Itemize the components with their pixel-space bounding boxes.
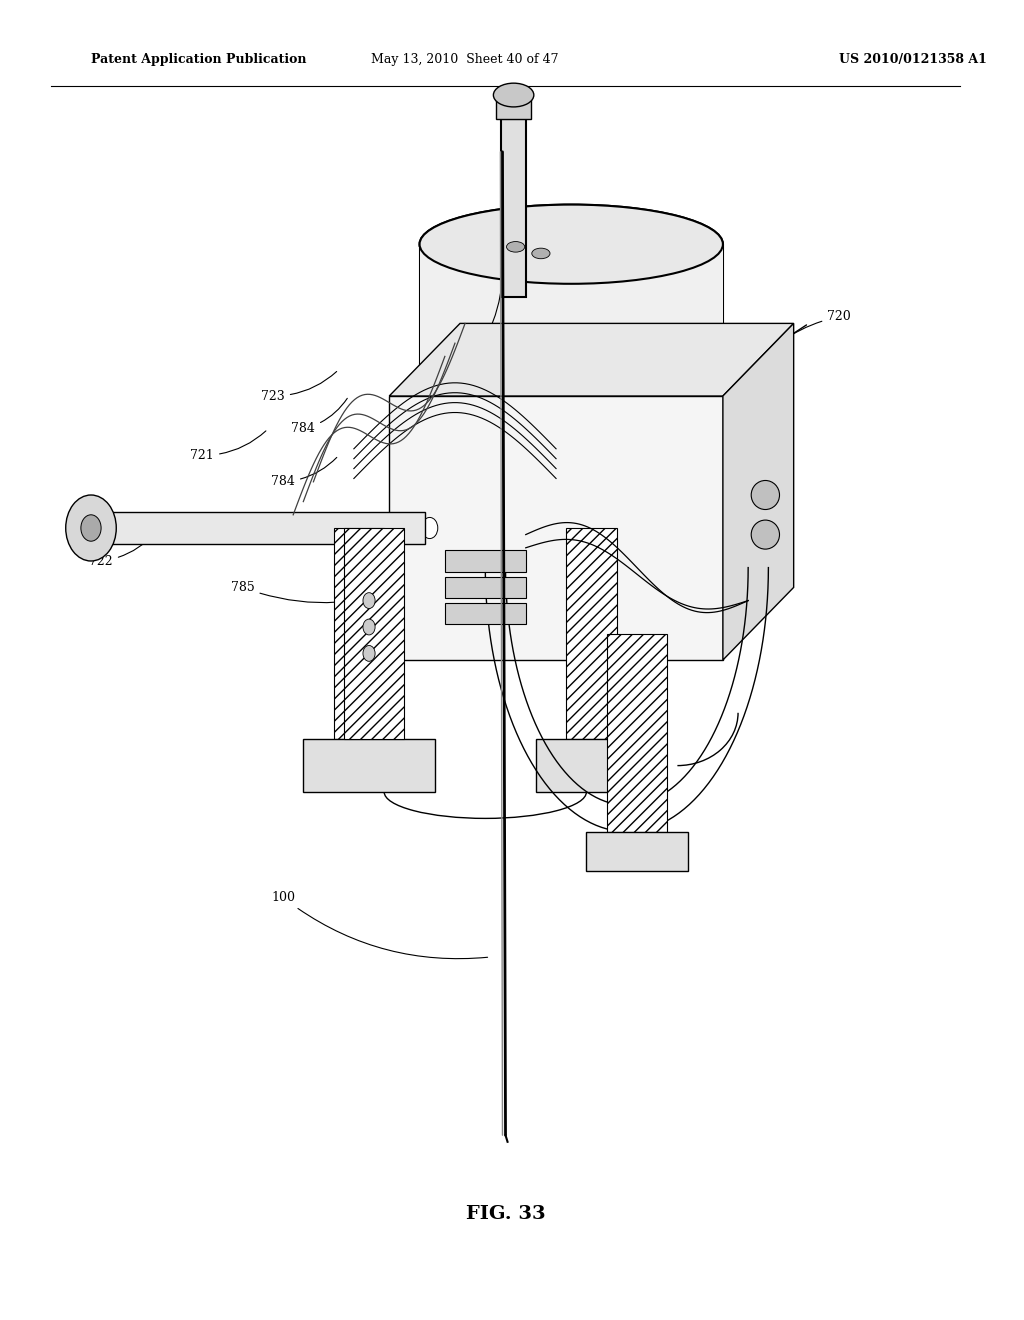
- Text: 785: 785: [230, 581, 412, 603]
- Polygon shape: [536, 739, 657, 792]
- Polygon shape: [303, 739, 435, 792]
- Polygon shape: [344, 528, 404, 739]
- Text: FIG. 33: FIG. 33: [466, 1205, 546, 1224]
- Text: May 13, 2010  Sheet 40 of 47: May 13, 2010 Sheet 40 of 47: [372, 53, 559, 66]
- Polygon shape: [389, 396, 723, 660]
- Circle shape: [362, 619, 375, 635]
- Text: 100: 100: [271, 891, 487, 958]
- Polygon shape: [444, 577, 525, 598]
- Ellipse shape: [420, 205, 723, 284]
- Text: 723: 723: [261, 371, 337, 403]
- Polygon shape: [420, 244, 723, 482]
- Text: 106: 106: [453, 253, 503, 376]
- Circle shape: [362, 645, 375, 661]
- Text: US 2010/0121358 A1: US 2010/0121358 A1: [839, 53, 987, 66]
- Ellipse shape: [531, 248, 550, 259]
- Text: 784: 784: [271, 458, 337, 488]
- Text: 784: 784: [292, 399, 347, 436]
- Polygon shape: [566, 528, 616, 739]
- Polygon shape: [496, 95, 531, 119]
- Circle shape: [66, 495, 117, 561]
- Polygon shape: [606, 634, 668, 832]
- Ellipse shape: [494, 83, 534, 107]
- Polygon shape: [587, 832, 687, 871]
- Polygon shape: [444, 603, 525, 624]
- Text: 720: 720: [750, 310, 851, 374]
- Ellipse shape: [752, 520, 779, 549]
- Text: Patent Application Publication: Patent Application Publication: [91, 53, 306, 66]
- Polygon shape: [444, 550, 525, 572]
- Ellipse shape: [752, 480, 779, 510]
- Text: 711: 711: [690, 488, 750, 515]
- Polygon shape: [389, 323, 794, 396]
- Circle shape: [362, 593, 375, 609]
- Circle shape: [422, 517, 438, 539]
- Text: 722: 722: [89, 533, 155, 568]
- Polygon shape: [723, 323, 794, 660]
- Polygon shape: [334, 528, 384, 739]
- Polygon shape: [501, 119, 526, 297]
- Polygon shape: [71, 512, 425, 544]
- Ellipse shape: [507, 242, 524, 252]
- Text: 721: 721: [190, 430, 266, 462]
- Circle shape: [81, 515, 101, 541]
